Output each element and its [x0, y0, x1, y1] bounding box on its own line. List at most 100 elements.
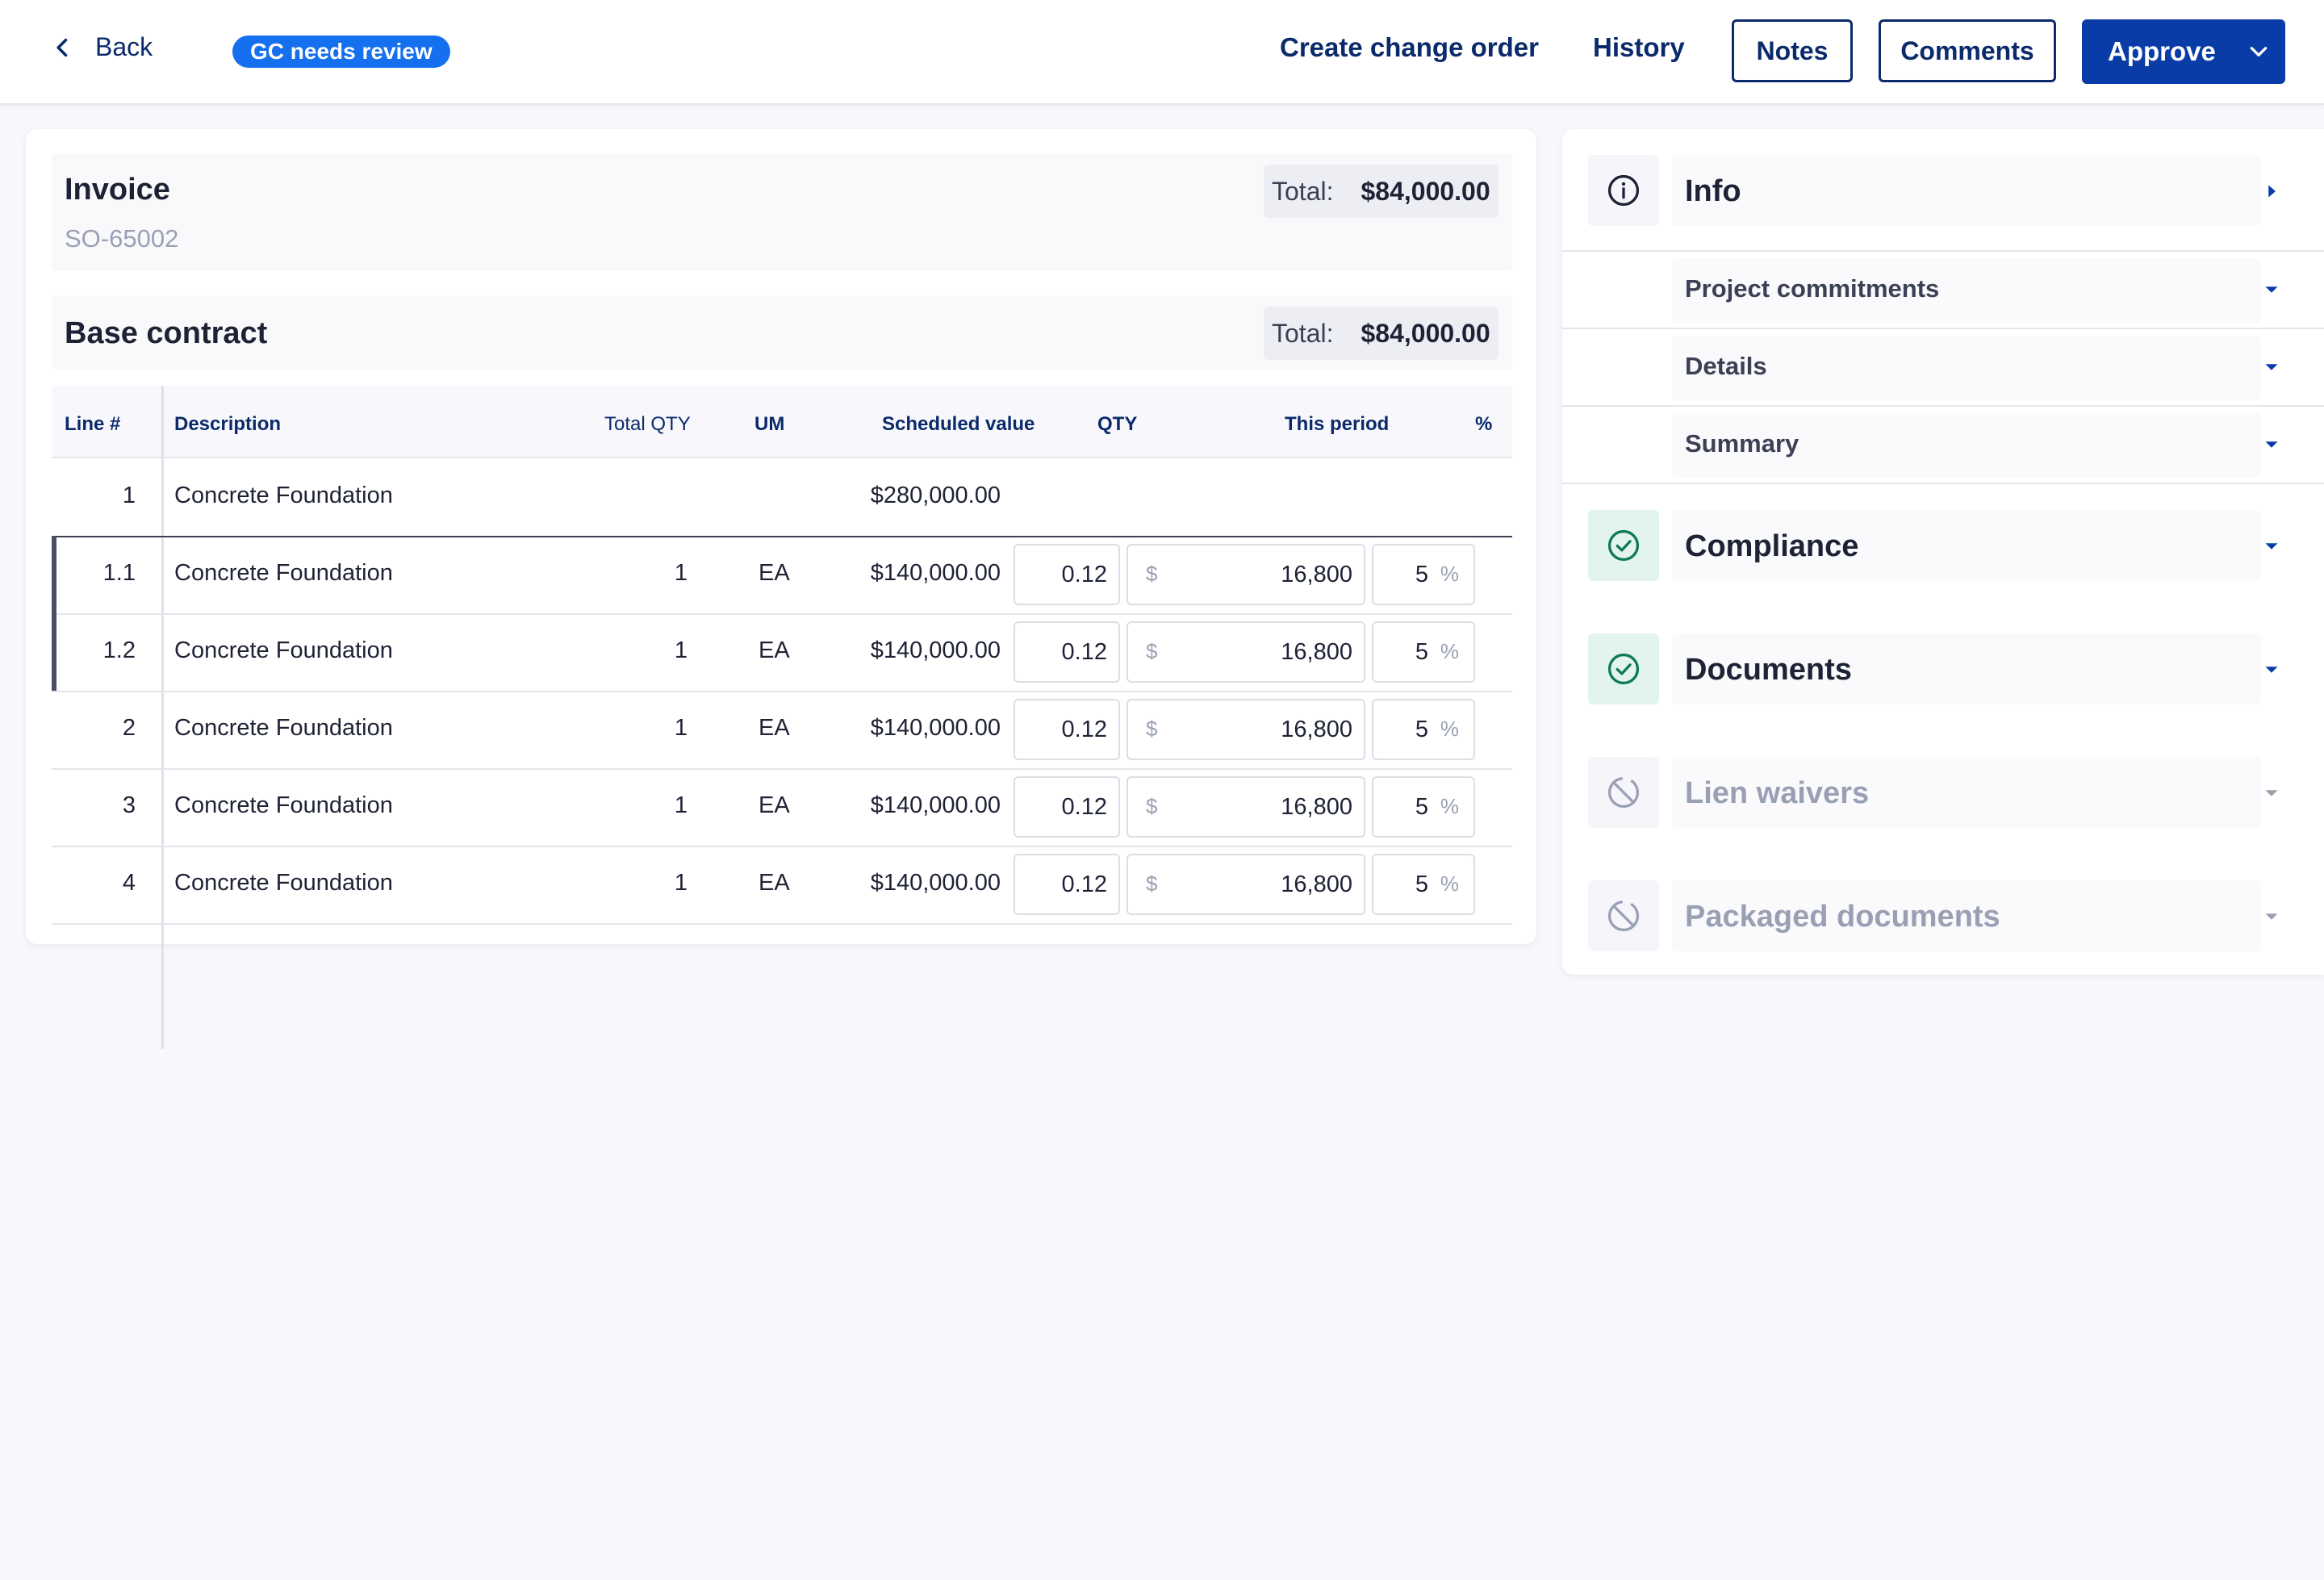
this-period-input[interactable]: $16,800: [1126, 544, 1365, 605]
summary-box: [1672, 413, 2261, 478]
history-link[interactable]: History: [1593, 32, 1685, 62]
this-period-input[interactable]: $16,800: [1126, 699, 1365, 760]
this-period-input[interactable]: $16,800: [1126, 854, 1365, 915]
header-qty[interactable]: QTY: [1097, 413, 1138, 435]
header-um[interactable]: UM: [754, 413, 785, 435]
percent-input[interactable]: 5%: [1372, 544, 1475, 605]
back-button[interactable]: Back: [52, 32, 153, 62]
create-change-order-link[interactable]: Create change order: [1280, 32, 1539, 62]
header-percent[interactable]: %: [1475, 413, 1493, 435]
line-number: 2: [122, 715, 136, 741]
header-scheduled-value[interactable]: Scheduled value: [882, 413, 1035, 435]
column-divider: [161, 386, 164, 1049]
table-row[interactable]: 4 Concrete Foundation 1 EA $140,000.00 0…: [52, 846, 1512, 925]
header-this-period[interactable]: This period: [1285, 413, 1390, 435]
this-period-value: 16,800: [1281, 639, 1352, 665]
caret-down-icon[interactable]: [2259, 278, 2284, 302]
total-qty: 1: [674, 870, 688, 896]
this-period-input[interactable]: $16,800: [1126, 621, 1365, 683]
caret-down-icon[interactable]: [2259, 658, 2284, 682]
table-row[interactable]: 2 Concrete Foundation 1 EA $140,000.00 0…: [52, 691, 1512, 770]
percent-value: 5: [1415, 717, 1428, 742]
description: Concrete Foundation: [174, 483, 393, 508]
description: Concrete Foundation: [174, 637, 393, 663]
details-box: [1672, 336, 2261, 400]
top-bar: Back GC needs review Create change order…: [0, 0, 2324, 105]
caret-down-icon[interactable]: [2259, 433, 2284, 457]
documents-icon-box: [1588, 633, 1659, 704]
percent-input[interactable]: 5%: [1372, 621, 1475, 683]
qty-input[interactable]: 0.12: [1014, 776, 1120, 838]
qty-input[interactable]: 0.12: [1014, 621, 1120, 683]
caret-down-icon[interactable]: [2259, 781, 2284, 805]
table-row[interactable]: 1 Concrete Foundation $280,000.00: [52, 458, 1512, 537]
chevron-down-icon: [2250, 47, 2268, 56]
unit-of-measure: EA: [759, 637, 790, 663]
packaged-documents-section[interactable]: Packaged documents: [1562, 880, 2324, 951]
qty-input[interactable]: 0.12: [1014, 699, 1120, 760]
row-selection-marker: [52, 536, 56, 613]
caret-down-icon[interactable]: [2259, 905, 2284, 929]
scheduled-value: $280,000.00: [870, 483, 1001, 508]
approve-button[interactable]: Approve: [2082, 19, 2285, 84]
caret-down-icon[interactable]: [2259, 355, 2284, 379]
percent-input[interactable]: 5%: [1372, 776, 1475, 838]
percent-suffix: %: [1440, 794, 1459, 818]
scheduled-value: $140,000.00: [870, 870, 1001, 896]
table-row[interactable]: 3 Concrete Foundation 1 EA $140,000.00 0…: [52, 768, 1512, 847]
line-number: 3: [122, 792, 136, 818]
percent-suffix: %: [1440, 717, 1459, 741]
base-contract-total-label: Total:: [1272, 318, 1334, 348]
packaged-documents-title: Packaged documents: [1685, 900, 2000, 934]
line-number: 1: [122, 483, 136, 508]
qty-value: 0.12: [1061, 562, 1107, 587]
table-header: Line # Description Total QTY UM Schedule…: [52, 386, 1512, 458]
info-item-details[interactable]: Details: [1562, 328, 2324, 407]
header-description[interactable]: Description: [174, 413, 282, 435]
lien-waivers-section[interactable]: Lien waivers: [1562, 757, 2324, 828]
this-period-input[interactable]: $16,800: [1126, 776, 1365, 838]
total-qty: 1: [674, 560, 688, 586]
notes-button[interactable]: Notes: [1732, 19, 1853, 82]
info-icon: [1607, 174, 1640, 207]
check-circle-icon: [1607, 653, 1640, 685]
table-row[interactable]: 1.2 Concrete Foundation 1 EA $140,000.00…: [52, 613, 1512, 692]
this-period-value: 16,800: [1281, 872, 1352, 897]
header-total-qty[interactable]: Total QTY: [604, 413, 691, 435]
packaged-documents-title-box: [1672, 880, 2261, 951]
caret-right-icon[interactable]: [2259, 179, 2284, 203]
compliance-section[interactable]: Compliance: [1562, 510, 2324, 581]
invoice-title: Invoice: [65, 173, 170, 207]
qty-input[interactable]: 0.12: [1014, 544, 1120, 605]
details-label: Details: [1685, 352, 1767, 380]
info-icon-box: [1588, 155, 1659, 226]
info-item-summary[interactable]: Summary: [1562, 405, 2324, 484]
header-line[interactable]: Line #: [65, 413, 121, 435]
summary-label: Summary: [1685, 429, 1799, 458]
description: Concrete Foundation: [174, 715, 393, 741]
documents-section[interactable]: Documents: [1562, 633, 2324, 704]
info-item-project-commitments[interactable]: Project commitments: [1562, 250, 2324, 329]
invoice-total: Total: $84,000.00: [1264, 165, 1498, 218]
base-contract-total-value: $84,000.00: [1361, 318, 1490, 348]
info-section[interactable]: Info: [1562, 155, 2324, 226]
approve-label: Approve: [2108, 36, 2216, 66]
qty-value: 0.12: [1061, 872, 1107, 897]
documents-title: Documents: [1685, 653, 1852, 687]
scheduled-value: $140,000.00: [870, 792, 1001, 818]
line-number: 4: [122, 870, 136, 896]
caret-down-icon[interactable]: [2259, 534, 2284, 558]
table-row[interactable]: 1.1 Concrete Foundation 1 EA $140,000.00…: [52, 536, 1512, 615]
percent-input[interactable]: 5%: [1372, 699, 1475, 760]
comments-button[interactable]: Comments: [1879, 19, 2056, 82]
qty-input[interactable]: 0.12: [1014, 854, 1120, 915]
back-label: Back: [95, 32, 153, 61]
details-panel: Info Project commitments Details Summary…: [1562, 129, 2324, 975]
scheduled-value: $140,000.00: [870, 715, 1001, 741]
percent-input[interactable]: 5%: [1372, 854, 1475, 915]
unit-of-measure: EA: [759, 560, 790, 586]
lien-waivers-title-box: [1672, 757, 2261, 828]
disabled-icon: [1607, 900, 1640, 932]
this-period-value: 16,800: [1281, 717, 1352, 742]
total-qty: 1: [674, 637, 688, 663]
